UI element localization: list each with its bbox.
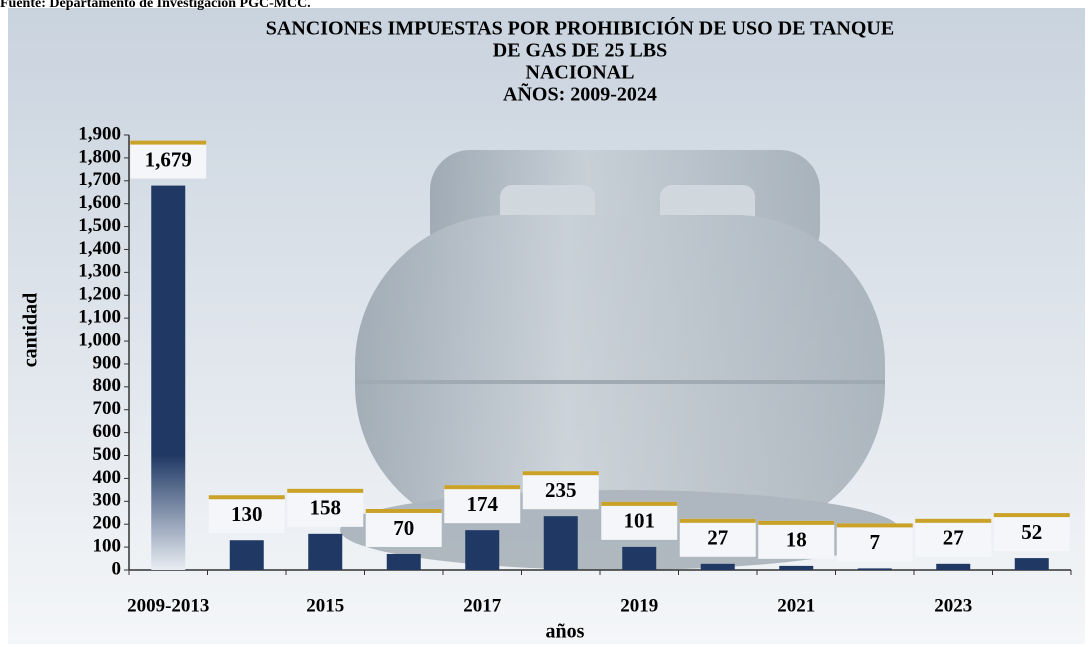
bar [386, 553, 421, 570]
bar [1014, 558, 1049, 570]
chart-title-line: AÑOS: 2009-2024 [503, 83, 657, 106]
y-tick-label: 800 [93, 375, 122, 396]
value-label: 101 [624, 509, 656, 533]
bar [465, 530, 500, 570]
x-tick-label: 2019 [620, 595, 658, 616]
x-tick-label: 2017 [463, 595, 502, 616]
x-tick-label: 2009-2013 [127, 595, 209, 616]
value-label-box [444, 485, 521, 524]
value-label: 130 [231, 502, 263, 526]
y-tick-label: 600 [93, 421, 122, 442]
value-label-box [522, 471, 599, 510]
y-tick-label: 1,700 [78, 169, 121, 190]
value-label: 27 [707, 526, 728, 550]
y-tick-label: 1,800 [78, 146, 121, 167]
value-label: 52 [1021, 520, 1042, 544]
bar [700, 563, 735, 570]
y-tick-label: 1,200 [78, 284, 121, 305]
value-label-box [836, 523, 913, 562]
y-tick-label: 100 [93, 535, 122, 556]
value-label-box [993, 513, 1070, 552]
value-label-box [601, 501, 678, 540]
y-axis-label: cantidad [20, 293, 42, 367]
y-tick-label: 400 [93, 467, 122, 488]
value-label: 27 [943, 526, 964, 550]
chart-title-line: NACIONAL [526, 62, 635, 84]
value-label: 174 [467, 492, 499, 516]
value-label-stripe [444, 485, 521, 490]
bar [308, 533, 343, 570]
value-label-box [915, 518, 992, 557]
source-note: Fuente: Departamento de Investigación PG… [0, 0, 311, 11]
x-tick-label: 2023 [934, 595, 972, 616]
bar [779, 565, 814, 570]
value-label-stripe [522, 471, 599, 476]
value-label: 235 [545, 478, 577, 502]
value-label-box [130, 140, 207, 179]
y-tick-label: 1,900 [78, 123, 121, 144]
chart-title: SANCIONES IMPUESTAS POR PROHIBICIÓN DE U… [266, 16, 894, 106]
y-tick-label: 1,300 [78, 261, 121, 282]
chart-title-line: DE GAS DE 25 LBS [493, 40, 668, 62]
bar [151, 185, 186, 571]
y-tick-label: 900 [93, 352, 122, 373]
value-label-stripe [993, 513, 1070, 518]
y-tick-label: 500 [93, 444, 122, 465]
value-label-box [758, 520, 835, 559]
value-label: 158 [310, 496, 342, 520]
value-label-box [208, 495, 285, 534]
y-tick-label: 0 [112, 558, 122, 579]
value-label-stripe [601, 501, 678, 506]
value-label-stripe [758, 520, 835, 525]
bar [543, 516, 578, 570]
value-label-stripe [208, 495, 285, 500]
bar [622, 546, 657, 570]
value-label-box [287, 488, 364, 527]
y-tick-label: 300 [93, 490, 122, 511]
y-tick-label: 700 [93, 398, 122, 419]
x-tick-label: 2015 [306, 595, 344, 616]
value-label-stripe [915, 518, 992, 523]
chart-title-line: SANCIONES IMPUESTAS POR PROHIBICIÓN DE U… [266, 16, 894, 40]
value-label-stripe [365, 508, 442, 513]
value-label: 18 [786, 528, 807, 552]
value-label: 1,679 [145, 147, 192, 171]
x-tick-label: 2021 [777, 595, 815, 616]
value-label-box [365, 508, 442, 547]
bar [857, 568, 892, 570]
y-tick-label: 1,500 [78, 215, 121, 236]
value-label-stripe [679, 518, 756, 523]
value-label: 70 [393, 516, 414, 540]
value-label-stripe [836, 523, 913, 528]
y-tick-label: 1,400 [78, 238, 121, 259]
y-tick-label: 1,600 [78, 192, 121, 213]
y-tick-label: 200 [93, 513, 122, 534]
y-tick-label: 1,100 [78, 307, 121, 328]
y-tick-label: 1,000 [78, 329, 121, 350]
bar [229, 540, 264, 570]
value-label-stripe [287, 488, 364, 493]
value-label: 7 [870, 530, 881, 554]
x-axis-label: años [546, 621, 585, 643]
value-label-stripe [130, 140, 207, 145]
bar [936, 563, 971, 570]
value-label-box [679, 518, 756, 557]
